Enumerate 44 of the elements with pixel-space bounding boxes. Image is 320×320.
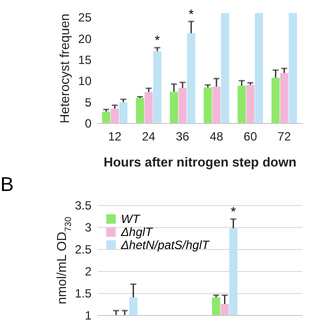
annotation: * (154, 32, 160, 48)
bar (170, 92, 178, 123)
x-tick-label: 24 (142, 130, 156, 144)
bar (220, 13, 230, 123)
y-tick-label: 3.5 (74, 198, 92, 212)
bar (280, 73, 288, 123)
bar (212, 86, 221, 123)
bar (153, 51, 162, 123)
bar (144, 92, 153, 123)
x-tick-label: 12 (108, 130, 122, 144)
annotation: * (230, 204, 236, 220)
bar (110, 108, 119, 123)
bar (254, 13, 264, 123)
bar (102, 112, 110, 123)
y-tick-label: 5 (84, 95, 92, 110)
bar (119, 102, 128, 123)
y-tick-label: 3 (84, 220, 92, 234)
bar (272, 78, 280, 123)
x-tick-label: 36 (176, 130, 190, 144)
y-tick-label: 0 (84, 116, 92, 130)
bar (187, 33, 196, 123)
y-tick-label: 1.5 (74, 286, 92, 300)
y-tick-label: 15 (78, 53, 92, 68)
annotation: * (188, 6, 194, 22)
y-tick-label: 20 (78, 32, 92, 46)
y-tick-label: 2 (84, 264, 92, 278)
y-tick-label: 2.5 (74, 242, 92, 256)
x-tick-label: 48 (210, 130, 224, 144)
bar (178, 88, 187, 123)
legend-label: ΔhglT (120, 225, 154, 239)
y-tick-label: 10 (78, 74, 92, 88)
bar (246, 84, 254, 123)
legend-label: ΔhetN/patS/hglT (120, 238, 211, 252)
x-tick-label: 72 (278, 130, 292, 144)
legend-label: WT (121, 212, 142, 226)
bar (238, 86, 246, 123)
x-axis-title: Hours after nitrogen step down (104, 154, 296, 170)
x-tick-label: 60 (244, 130, 258, 144)
bar (288, 13, 297, 123)
chart-title: B (0, 174, 14, 196)
bar (136, 98, 144, 123)
y-tick-label: 1 (84, 308, 92, 320)
y-tick-label: 25 (78, 10, 92, 25)
y-axis-title: Heterocyst frequen (57, 14, 72, 124)
